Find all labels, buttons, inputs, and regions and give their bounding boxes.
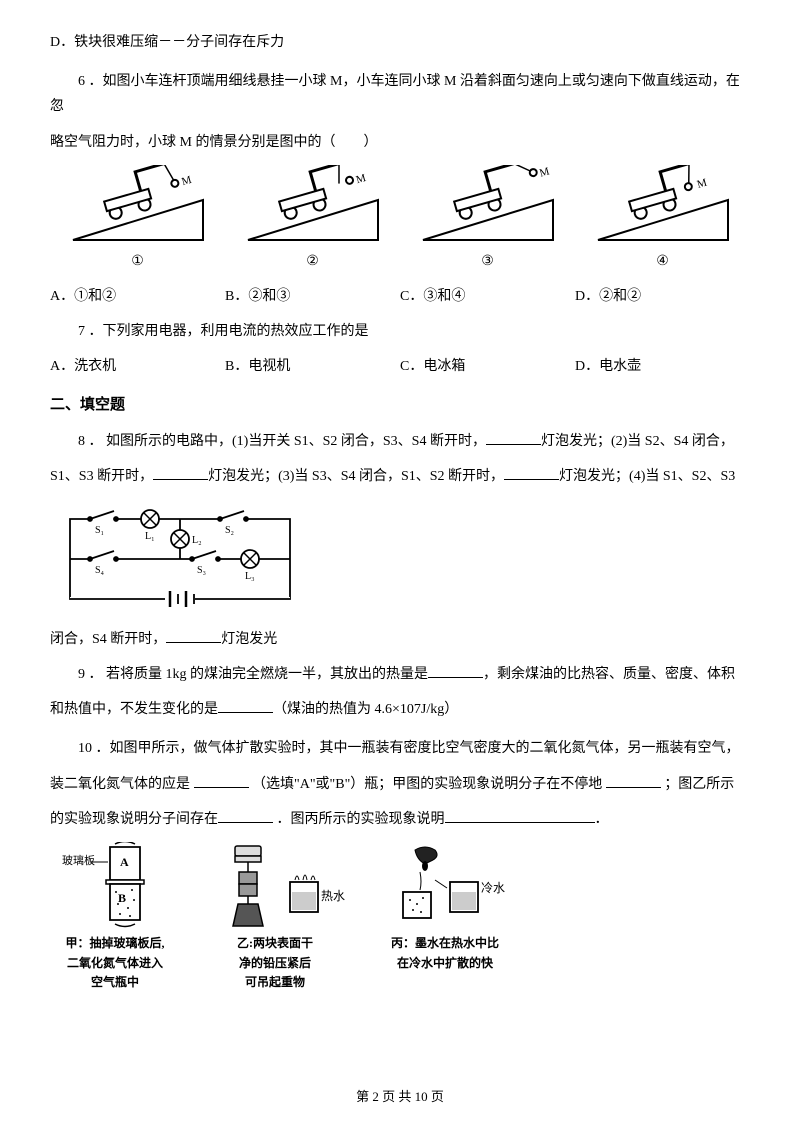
q8-d: 灯泡发光；(3)当 S3、S4 闭合，S1、S2 断开时， bbox=[208, 469, 504, 484]
fig-bing: 冷水 丙：墨水在热水中比 在冷水中扩散的快 bbox=[370, 842, 520, 971]
fig-jia-side: 玻璃板 bbox=[62, 853, 95, 867]
q6-label-1: ① bbox=[50, 249, 225, 274]
q8-line3: 闭合，S4 断开时， 灯泡发光 bbox=[50, 627, 750, 652]
q8-line1: 8 ． 如图所示的电路中，(1)当开关 S1、S2 闭合，S3、S4 断开时， 灯… bbox=[50, 429, 750, 454]
q8-line2: S1、S3 断开时， 灯泡发光；(3)当 S3、S4 闭合，S1、S2 断开时， 灯… bbox=[50, 464, 750, 489]
q10-blank1 bbox=[194, 774, 249, 788]
q9-blank1 bbox=[428, 664, 483, 678]
q9-a: 9 ． 若将质量 1kg 的煤油完全燃烧一半，其放出的热量是 bbox=[78, 667, 428, 682]
fig-yi-cap1: 乙:两块表面干 bbox=[237, 936, 313, 952]
q10-blank3 bbox=[218, 809, 273, 823]
fig-yi: 热水 乙:两块表面干 净的铅压紧后 可吊起重物 bbox=[200, 842, 350, 991]
page-footer: 第 2 页 共 10 页 bbox=[0, 1085, 800, 1108]
q7-opt-a: A．洗衣机 bbox=[50, 354, 225, 379]
q6-label-2: ② bbox=[225, 249, 400, 274]
q8-g: 灯泡发光 bbox=[221, 632, 277, 647]
q6-diag-3: M bbox=[400, 165, 575, 245]
q7-options: A．洗衣机 B．电视机 C．电冰箱 D．电水壶 bbox=[50, 354, 750, 379]
q6-label-4: ④ bbox=[575, 249, 750, 274]
q6-opt-b: B．②和③ bbox=[225, 284, 400, 309]
q9-line1: 9 ． 若将质量 1kg 的煤油完全燃烧一半，其放出的热量是 ，剩余煤油的比热容、… bbox=[50, 662, 750, 687]
fig-jia-cap1: 甲：抽掉玻璃板后, bbox=[65, 936, 164, 952]
q10-line1: 10 ．如图甲所示，做气体扩散实验时，其中一瓶装有密度比空气密度大的二氧化氮气体… bbox=[50, 736, 750, 761]
q7-opt-c: C．电冰箱 bbox=[400, 354, 575, 379]
fig-yi-hot: 热水 bbox=[321, 889, 345, 903]
q7-opt-d: D．电水壶 bbox=[575, 354, 750, 379]
circuit-l3: L₃ bbox=[245, 571, 255, 582]
q8-c: S1、S3 断开时， bbox=[50, 469, 153, 484]
q6-label-3: ③ bbox=[400, 249, 575, 274]
q8-a: 8 ． 如图所示的电路中，(1)当开关 S1、S2 闭合，S3、S4 断开时， bbox=[78, 434, 486, 449]
q6-diagrams: M M bbox=[50, 165, 750, 245]
q9-blank2 bbox=[218, 699, 273, 713]
q10-figures: 玻璃板 A B 甲：抽掉玻璃板后, 二氧化氮气体进入 空气瓶中 bbox=[50, 842, 750, 991]
circuit-s2: S₂ bbox=[225, 525, 234, 536]
q10-e: 的实验现象说明分子间存在 bbox=[50, 812, 218, 827]
fig-bing-cap2: 在冷水中扩散的快 bbox=[397, 956, 493, 972]
q9-b: ，剩余煤油的比热容、质量、密度、体积 bbox=[483, 667, 735, 682]
q10-line3: 的实验现象说明分子间存在 ．图丙所示的实验现象说明 ． bbox=[50, 807, 750, 832]
q6-options: A．①和② B．②和③ C．③和④ D．②和② bbox=[50, 284, 750, 309]
circuit-s4: S₄ bbox=[95, 565, 105, 576]
q10-g: ． bbox=[595, 812, 609, 827]
q8-blank1 bbox=[486, 431, 541, 445]
q8-e: 灯泡发光；(4)当 S1、S2、S3 bbox=[559, 469, 735, 484]
q6-diag-4: M bbox=[575, 165, 750, 245]
fig-jia: 玻璃板 A B 甲：抽掉玻璃板后, 二氧化氮气体进入 空气瓶中 bbox=[50, 842, 180, 991]
q8-f: 闭合，S4 断开时， bbox=[50, 632, 166, 647]
q8-b: 灯泡发光；(2)当 S2、S4 闭合， bbox=[541, 434, 734, 449]
q10-d: ；图乙所示 bbox=[661, 777, 735, 792]
circuit-s3: S₃ bbox=[197, 565, 206, 576]
q10-b: 装二氧化氮气体的应是 bbox=[50, 777, 194, 792]
circuit-l1: L₁ bbox=[145, 531, 155, 542]
q10-blank2 bbox=[606, 774, 661, 788]
fig-jia-a: A bbox=[120, 855, 129, 869]
q8-circuit: S₁ L₁ S₂ L₂ S₄ bbox=[50, 499, 750, 619]
q9-line2: 和热值中，不发生变化的是 （煤油的热值为 4.6×107J/kg） bbox=[50, 697, 750, 722]
q6-stem-b: 略空气阻力时，小球 M 的情景分别是图中的（ ） bbox=[50, 130, 750, 155]
q6-opt-d: D．②和② bbox=[575, 284, 750, 309]
circuit-l2: L₂ bbox=[192, 535, 202, 546]
q7-opt-b: B．电视机 bbox=[225, 354, 400, 379]
fig-bing-cap1: 丙：墨水在热水中比 bbox=[391, 936, 499, 952]
q6-opt-a: A．①和② bbox=[50, 284, 225, 309]
fig-jia-cap3: 空气瓶中 bbox=[91, 975, 139, 991]
svg-text:M: M bbox=[695, 176, 708, 190]
q10-c: （选填"A"或"B"）瓶；甲图的实验现象说明分子在不停地 bbox=[249, 777, 606, 792]
q6-diag-2: M bbox=[225, 165, 400, 245]
q6-diagram-labels: ① ② ③ ④ bbox=[50, 249, 750, 274]
q6-stem-a: 6 ．如图小车连杆顶端用细线悬挂一小球 M，小车连同小球 M 沿着斜面匀速向上或… bbox=[50, 69, 750, 119]
q7-stem: 7 ．下列家用电器，利用电流的热效应工作的是 bbox=[50, 319, 750, 344]
fig-jia-b: B bbox=[118, 891, 126, 905]
q8-blank4 bbox=[166, 629, 221, 643]
circuit-s1: S₁ bbox=[95, 525, 104, 536]
fig-jia-cap2: 二氧化氮气体进入 bbox=[67, 956, 163, 972]
q6-opt-c: C．③和④ bbox=[400, 284, 575, 309]
fig-bing-cold: 冷水 bbox=[481, 881, 505, 895]
section-2-title: 二、填空题 bbox=[50, 392, 750, 419]
q9-c: 和热值中，不发生变化的是 bbox=[50, 702, 218, 717]
q8-blank3 bbox=[504, 466, 559, 480]
svg-text:M: M bbox=[354, 172, 367, 186]
q10-blank4 bbox=[445, 809, 595, 823]
svg-text:M: M bbox=[180, 174, 193, 188]
option-d-text: D．铁块很难压缩－－分子间存在斥力 bbox=[50, 30, 750, 55]
fig-yi-cap3: 可吊起重物 bbox=[245, 975, 305, 991]
q9-d: （煤油的热值为 4.6×107J/kg） bbox=[273, 702, 458, 717]
q10-f: ．图丙所示的实验现象说明 bbox=[273, 812, 445, 827]
q8-blank2 bbox=[153, 466, 208, 480]
q10-line2: 装二氧化氮气体的应是 （选填"A"或"B"）瓶；甲图的实验现象说明分子在不停地 … bbox=[50, 772, 750, 797]
svg-text:M: M bbox=[538, 165, 551, 179]
q6-diag-1: M bbox=[50, 165, 225, 245]
fig-yi-cap2: 净的铅压紧后 bbox=[239, 956, 311, 972]
